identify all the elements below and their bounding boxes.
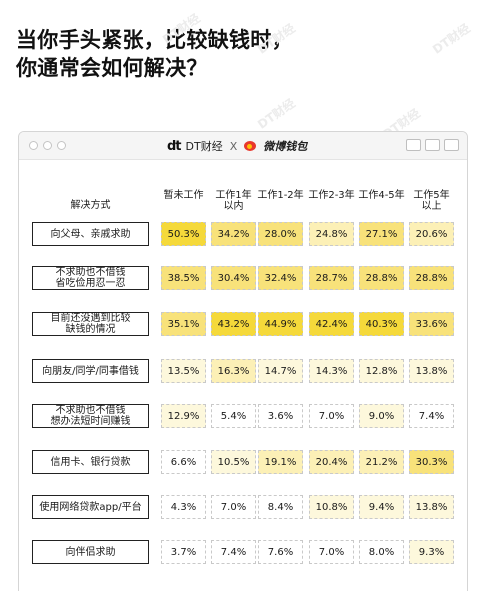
headline-line-1: 当你手头紧张，比较缺钱时，: [16, 28, 293, 52]
table-cell: 9.0%: [359, 404, 404, 428]
column-header: 暂未工作: [163, 190, 204, 201]
row-label: 向伴侣求助: [32, 540, 149, 564]
row-label: 信用卡、银行贷款: [32, 450, 149, 474]
table-cell: 3.7%: [161, 540, 206, 564]
table-cell: 7.0%: [211, 495, 256, 519]
table-cell: 8.0%: [359, 540, 404, 564]
table-cell: 12.8%: [359, 359, 404, 383]
table-cell: 13.8%: [409, 495, 454, 519]
weibo-logo-icon: [244, 140, 258, 152]
table-cell: 20.6%: [409, 222, 454, 246]
column-header: 工作5年 以上: [413, 190, 450, 212]
minimize-dot-icon[interactable]: [43, 141, 52, 150]
row-label: 向朋友/同学/同事借钱: [32, 359, 149, 383]
zoom-dot-icon[interactable]: [57, 141, 66, 150]
brand-bar: dt DT财经 X 微博钱包: [167, 137, 307, 155]
row-label: 不求助也不借钱 想办法短时间赚钱: [32, 404, 149, 428]
table-cell: 34.2%: [211, 222, 256, 246]
table-cell: 28.7%: [309, 266, 354, 290]
table-cell: 19.1%: [258, 450, 303, 474]
window-controls: [29, 141, 66, 150]
table-cell: 21.2%: [359, 450, 404, 474]
table-cell: 8.4%: [258, 495, 303, 519]
table-cell: 28.8%: [409, 266, 454, 290]
brand-left-label: DT财经: [185, 140, 223, 153]
table-cell: 24.8%: [309, 222, 354, 246]
menu-icon[interactable]: [444, 139, 459, 151]
row-label: 使用网络贷款app/平台: [32, 495, 149, 519]
table-cell: 9.4%: [359, 495, 404, 519]
table-cell: 28.0%: [258, 222, 303, 246]
table-cell: 28.8%: [359, 266, 404, 290]
table-cell: 4.3%: [161, 495, 206, 519]
table-cell: 14.7%: [258, 359, 303, 383]
table-cell: 43.2%: [211, 312, 256, 336]
table-cell: 42.4%: [309, 312, 354, 336]
table-cell: 30.3%: [409, 450, 454, 474]
watermark: DT财经: [255, 96, 298, 132]
table-cell: 50.3%: [161, 222, 206, 246]
record-icon[interactable]: [406, 139, 421, 151]
table-cell: 27.1%: [359, 222, 404, 246]
window-titlebar: dt DT财经 X 微博钱包: [19, 132, 467, 160]
headline-line-2: 你通常会如何解决？: [16, 56, 208, 80]
column-header: 工作4-5年: [358, 190, 405, 201]
row-label: 不求助也不借钱 省吃俭用忍一忍: [32, 266, 149, 290]
brand-right-label: 微博钱包: [263, 140, 308, 153]
table-cell: 9.3%: [409, 540, 454, 564]
table-cell: 13.8%: [409, 359, 454, 383]
table-cell: 7.6%: [258, 540, 303, 564]
table-cell: 13.5%: [161, 359, 206, 383]
table-cell: 5.4%: [211, 404, 256, 428]
table-cell: 12.9%: [161, 404, 206, 428]
table-cell: 7.0%: [309, 540, 354, 564]
table-cell: 14.3%: [309, 359, 354, 383]
table-cell: 20.4%: [309, 450, 354, 474]
row-label: 目前还没遇到比较 缺钱的情况: [32, 312, 149, 336]
column-header: 工作2-3年: [308, 190, 355, 201]
table-cell: 35.1%: [161, 312, 206, 336]
dt-logo-icon: dt: [167, 138, 181, 154]
row-label: 向父母、亲戚求助: [32, 222, 149, 246]
table-cell: 16.3%: [211, 359, 256, 383]
table-cell: 40.3%: [359, 312, 404, 336]
table-cell: 3.6%: [258, 404, 303, 428]
table-cell: 6.6%: [161, 450, 206, 474]
headline: 当你手头紧张，比较缺钱时， 你通常会如何解决？: [16, 26, 456, 82]
table-cell: 7.4%: [409, 404, 454, 428]
window-buttons: [406, 139, 459, 151]
table-cell: 32.4%: [258, 266, 303, 290]
table-cell: 10.5%: [211, 450, 256, 474]
table-cell: 44.9%: [258, 312, 303, 336]
table-cell: 7.4%: [211, 540, 256, 564]
close-dot-icon[interactable]: [29, 141, 38, 150]
brand-separator: X: [229, 139, 238, 153]
table-cell: 7.0%: [309, 404, 354, 428]
table-cell: 33.6%: [409, 312, 454, 336]
row-header-label: 解决方式: [70, 200, 111, 211]
table-cell: 30.4%: [211, 266, 256, 290]
table-cell: 10.8%: [309, 495, 354, 519]
column-header: 工作1年 以内: [215, 190, 252, 212]
table-cell: 38.5%: [161, 266, 206, 290]
column-header: 工作1-2年: [257, 190, 304, 201]
share-icon[interactable]: [425, 139, 440, 151]
